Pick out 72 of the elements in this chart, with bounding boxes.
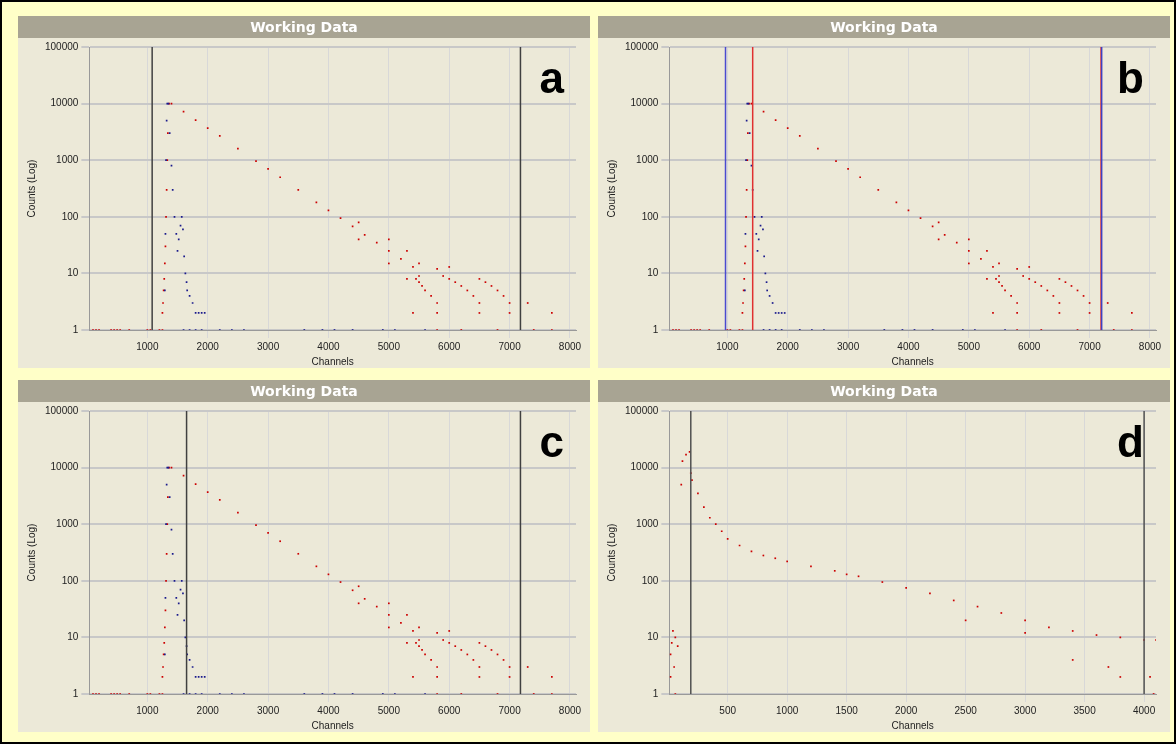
chart-title: Working Data bbox=[598, 380, 1170, 402]
y-axis-title: Counts (Log) bbox=[25, 523, 37, 582]
y-tick-label: 100 bbox=[61, 574, 79, 586]
x-tick-label: 500 bbox=[719, 704, 737, 716]
chart-title: Working Data bbox=[18, 380, 590, 402]
y-tick-label: 100000 bbox=[624, 404, 659, 416]
x-tick-label: 4000 bbox=[317, 704, 341, 716]
y-tick-label: 10 bbox=[67, 267, 79, 279]
x-tick-label: 6000 bbox=[1018, 340, 1041, 352]
y-axis-title: Counts (Log) bbox=[605, 523, 617, 582]
x-tick-label: 3000 bbox=[836, 340, 860, 352]
y-tick-label: 1000 bbox=[56, 517, 79, 529]
x-tick-label: 2000 bbox=[776, 340, 800, 352]
x-tick-label: 5000 bbox=[957, 340, 981, 352]
x-tick-label: 6000 bbox=[438, 704, 461, 716]
x-axis-title: Channels bbox=[891, 355, 934, 367]
x-tick-label: 5000 bbox=[377, 704, 401, 716]
y-tick-label: 10000 bbox=[50, 461, 79, 473]
x-tick-label: 7000 bbox=[498, 340, 522, 352]
y-tick-label: 1000 bbox=[636, 153, 659, 165]
y-tick-label: 1 bbox=[72, 323, 79, 335]
x-tick-label: 3000 bbox=[256, 340, 280, 352]
x-tick-label: 1000 bbox=[716, 340, 739, 352]
y-tick-label: 10000 bbox=[50, 97, 79, 109]
x-axis-title: Channels bbox=[311, 355, 354, 367]
x-tick-label: 8000 bbox=[558, 340, 582, 352]
y-tick-label: 1 bbox=[652, 323, 659, 335]
x-tick-label: 6000 bbox=[438, 340, 461, 352]
x-tick-label: 8000 bbox=[558, 704, 582, 716]
x-tick-label: 1000 bbox=[136, 340, 159, 352]
annotation: a bbox=[539, 53, 565, 103]
x-tick-label: 2000 bbox=[895, 704, 918, 716]
x-tick-label: 4000 bbox=[317, 340, 341, 352]
annotation: d bbox=[1117, 417, 1144, 467]
x-tick-label: 8000 bbox=[1138, 340, 1162, 352]
x-tick-label: 1000 bbox=[776, 704, 799, 716]
y-tick-label: 1 bbox=[72, 687, 79, 699]
y-tick-label: 100 bbox=[641, 210, 659, 222]
x-tick-label: 3000 bbox=[1014, 704, 1037, 716]
y-tick-label: 100000 bbox=[44, 40, 79, 52]
y-tick-label: 100000 bbox=[44, 404, 79, 416]
y-tick-label: 100000 bbox=[624, 40, 659, 52]
x-tick-label: 2500 bbox=[954, 704, 978, 716]
y-tick-label: 10 bbox=[647, 267, 659, 279]
x-tick-label: 3500 bbox=[1073, 704, 1097, 716]
y-tick-label: 10 bbox=[647, 631, 659, 643]
x-tick-label: 4000 bbox=[1132, 704, 1156, 716]
x-tick-label: 1500 bbox=[835, 704, 859, 716]
x-axis-title: Channels bbox=[891, 719, 934, 731]
y-tick-label: 100 bbox=[641, 574, 659, 586]
annotation: c bbox=[539, 417, 564, 467]
y-tick-label: 1 bbox=[652, 687, 659, 699]
x-tick-label: 2000 bbox=[196, 340, 220, 352]
y-tick-label: 10000 bbox=[630, 97, 659, 109]
y-tick-label: 1000 bbox=[636, 517, 659, 529]
x-tick-label: 7000 bbox=[498, 704, 522, 716]
y-tick-label: 1000 bbox=[56, 153, 79, 165]
annotation: b bbox=[1117, 53, 1144, 103]
y-tick-label: 10000 bbox=[630, 461, 659, 473]
x-tick-label: 1000 bbox=[136, 704, 159, 716]
x-axis-title: Channels bbox=[311, 719, 354, 731]
x-tick-label: 4000 bbox=[897, 340, 921, 352]
x-tick-label: 2000 bbox=[196, 704, 220, 716]
chart-title: Working Data bbox=[18, 16, 590, 38]
x-tick-label: 7000 bbox=[1078, 340, 1102, 352]
y-tick-label: 10 bbox=[67, 631, 79, 643]
y-axis-title: Counts (Log) bbox=[25, 159, 37, 218]
y-tick-label: 100 bbox=[61, 210, 79, 222]
chart-title: Working Data bbox=[598, 16, 1170, 38]
y-axis-title: Counts (Log) bbox=[605, 159, 617, 218]
x-tick-label: 3000 bbox=[256, 704, 280, 716]
x-tick-label: 5000 bbox=[377, 340, 401, 352]
